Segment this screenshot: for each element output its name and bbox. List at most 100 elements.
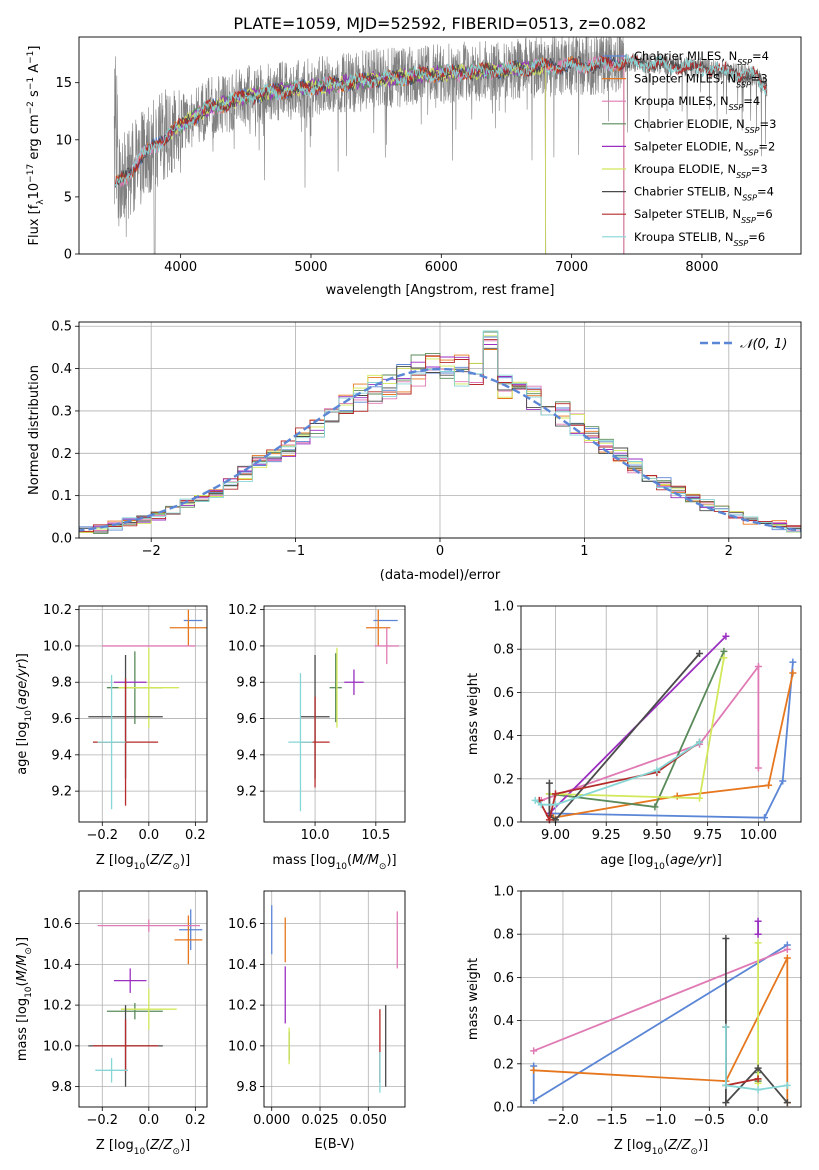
- series-salpeter-elodie: [754, 917, 762, 938]
- axes-frame: [263, 890, 406, 1108]
- label-span: age [log: [15, 722, 30, 775]
- y-axis-label: Normed distribution: [27, 365, 42, 495]
- x-tick-label: 10.0: [301, 828, 330, 843]
- x-axis-label: (data-model)/error: [380, 568, 501, 583]
- x-tick-label: 9.00: [541, 828, 570, 843]
- label-span: ]: [27, 46, 42, 51]
- point-marker: [783, 945, 791, 953]
- legend-value: =3: [760, 117, 777, 131]
- label-span: 10: [27, 183, 42, 200]
- point-marker: [754, 930, 762, 938]
- errorbar-kroupa-stelib: [97, 674, 126, 810]
- chart-age-vs-mass: 10.0 10.5 9.2 9.4 9.6 9.8 10.0 10.2 mass [log10(…: [228, 603, 406, 872]
- legend-value: =2: [758, 139, 775, 153]
- label-span: )]: [15, 653, 30, 663]
- model-spectrum-salpeter-stelib: [115, 54, 768, 185]
- figure-title: PLATE=1059, MJD=52592, FIBERID=0513, z=0…: [233, 14, 646, 33]
- plot-area: [271, 905, 398, 1093]
- x-tick-label: −2.0: [547, 1113, 579, 1128]
- series-line: [725, 938, 788, 1105]
- y-tick-label: 9.8: [236, 1080, 257, 1095]
- y-tick-label: 9.6: [51, 712, 72, 727]
- legend-label-kroupa-miles: Kroupa MILES, NSSP=4: [634, 94, 760, 112]
- point-marker: [545, 779, 553, 787]
- label-span: erg cm: [27, 114, 42, 163]
- point-marker: [754, 1075, 762, 1083]
- errorbar-kroupa-stelib: [288, 673, 313, 812]
- x-axis-label: mass [log10(M/M⊙)]: [272, 853, 396, 872]
- y-tick-label: 10.0: [228, 1039, 257, 1054]
- x-tick-label: −1: [286, 544, 305, 559]
- legend-value: =4: [752, 49, 769, 63]
- legend-text: Chabrier STELIB, N: [634, 185, 742, 199]
- chart-weight-vs-age: 9.00 9.25 9.50 9.75 10.00 0.0 0.2 0.4 0.6 0.8 1.0 a…: [466, 600, 802, 872]
- point-marker: [696, 738, 704, 746]
- point-marker: [696, 650, 704, 658]
- axes-frame: [78, 890, 208, 1108]
- point-marker: [722, 632, 730, 640]
- series-line: [725, 1027, 759, 1087]
- point-marker: [722, 1081, 730, 1089]
- legend-sub: SSP: [744, 148, 759, 157]
- legend-text: Salpeter MILES, N: [634, 72, 736, 86]
- legend-text: Kroupa MILES, N: [634, 94, 729, 108]
- series-line: [553, 672, 794, 819]
- point-marker: [551, 801, 559, 809]
- label-span: ⊙: [172, 862, 180, 872]
- y-tick-label: 9.2: [51, 785, 72, 800]
- point-marker: [530, 1047, 538, 1055]
- y-tick-label: 10.0: [228, 639, 257, 654]
- axes-frame: [263, 605, 406, 823]
- x-tick-label: −0.2: [86, 828, 118, 843]
- chart-residuals: −2 −1 0 1 2 0.0 0.1 0.2 0.3 0.4 0.5 (data-model)/er…: [27, 320, 802, 583]
- normal-curve: [79, 367, 801, 532]
- y-tick-label: 0.4: [493, 1014, 514, 1029]
- plot-area: [79, 330, 801, 537]
- label-span: age [log: [600, 853, 653, 868]
- chart-spectrum: 4000 5000 6000 7000 8000 0 5 10 15 wavelength [An…: [26, 36, 802, 298]
- y-tick-label: 0.4: [493, 729, 514, 744]
- point-marker: [530, 1097, 538, 1105]
- y-tick-label: 10: [55, 133, 72, 148]
- label-span: (: [145, 1138, 150, 1153]
- axes-frame: [78, 321, 802, 539]
- label-span: )]: [180, 1138, 190, 1153]
- x-tick-label: 0.0: [138, 1113, 159, 1128]
- legend-sub: SSP: [737, 58, 752, 67]
- series-line: [725, 1027, 788, 1091]
- label-span: 10: [24, 986, 34, 998]
- errorbar-salpeter-miles: [174, 915, 203, 965]
- label-span: (: [145, 853, 150, 868]
- x-axis-label: E(B-V): [314, 1137, 354, 1152]
- point-marker: [760, 814, 768, 822]
- y-tick-label: 10.4: [43, 958, 72, 973]
- x-tick-label: −0.5: [694, 1113, 726, 1128]
- y-tick-label: 0.6: [493, 971, 514, 986]
- legend-sub: SSP: [745, 125, 760, 134]
- x-tick-label: 0: [436, 544, 444, 559]
- axes-frame: [520, 890, 802, 1108]
- plot-area: [88, 909, 203, 1087]
- label-span: −17: [26, 164, 36, 183]
- legend-text: Salpeter ELODIE, N: [634, 139, 744, 153]
- chart-mass-vs-ebv: 0.000 0.025 0.050 9.8 10.0 10.2 10.4 10.6 E(B-V): [228, 890, 406, 1152]
- x-tick-label: 0.0: [748, 1113, 769, 1128]
- y-tick-label: 9.8: [236, 676, 257, 691]
- label-span: age/yr: [15, 662, 30, 705]
- label-span: Z/Z: [149, 853, 173, 868]
- y-tick-label: 0.2: [51, 447, 72, 462]
- y-tick-label: 9.2: [236, 785, 257, 800]
- label-span: s: [27, 90, 42, 101]
- label-span: Z/Z: [667, 1138, 691, 1153]
- errorbar-chabrier-elodie: [329, 653, 342, 723]
- point-marker: [531, 796, 539, 804]
- label-span: −2: [26, 101, 36, 114]
- label-span: )]: [180, 853, 190, 868]
- series-chabrier-stelib: [722, 935, 791, 1107]
- legend-label-chabrier-stelib: Chabrier STELIB, NSSP=4: [634, 185, 774, 203]
- x-tick-label: 8000: [685, 260, 718, 275]
- point-marker: [722, 1099, 730, 1107]
- legend-value: =4: [757, 185, 774, 199]
